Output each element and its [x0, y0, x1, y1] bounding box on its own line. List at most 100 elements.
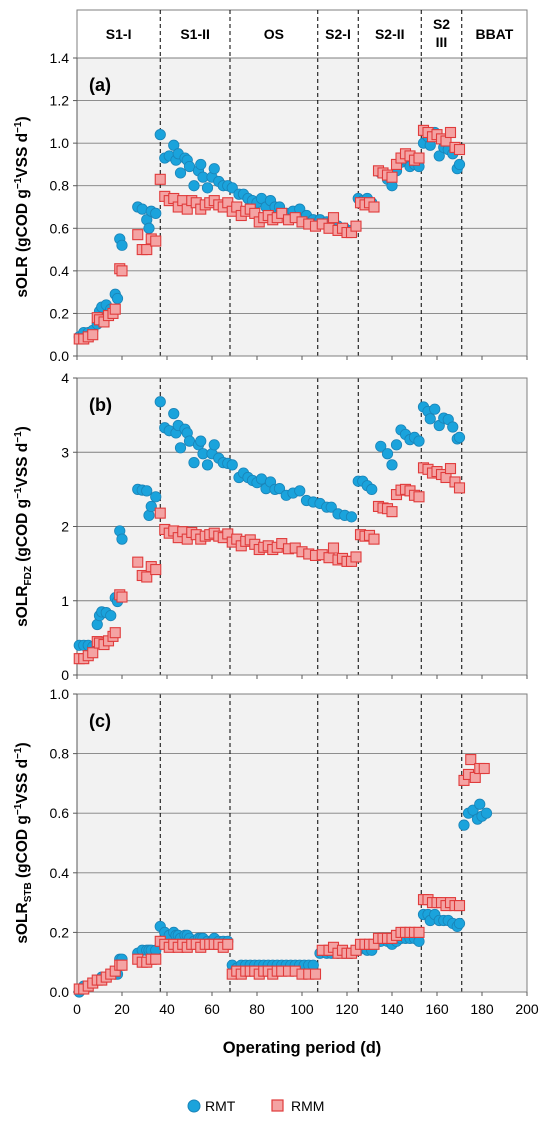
y-axis-title: sOLR (gCOD g−1VSS d−1)	[13, 116, 31, 297]
data-point-rmm	[444, 463, 457, 475]
data-point-rmt	[453, 917, 466, 930]
data-point-rmt	[116, 533, 128, 545]
data-point-rmt	[226, 182, 238, 194]
data-point-rmt	[188, 457, 200, 469]
data-point-rmt	[480, 807, 493, 819]
data-point-rmm	[453, 143, 466, 156]
x-tick-label: 100	[290, 1001, 314, 1017]
data-point-rmm	[327, 212, 340, 224]
data-point-rmt	[154, 396, 166, 408]
data-point-rmt	[174, 442, 187, 454]
y-tick-label: 0	[61, 667, 69, 683]
data-point-rmm	[368, 533, 380, 545]
x-tick-label: 180	[470, 1001, 494, 1017]
x-tick-label: 60	[204, 1001, 220, 1017]
data-point-rmt	[168, 408, 180, 420]
data-point-rmm	[386, 506, 398, 518]
data-point-rmt	[183, 160, 196, 173]
y-tick-label: 4	[61, 370, 69, 386]
y-tick-label: 0.8	[50, 746, 70, 762]
data-point-rmt	[195, 158, 207, 171]
data-point-rmm	[453, 900, 466, 912]
phase-label: S2-II	[375, 26, 405, 42]
phase-label: S2	[433, 16, 450, 32]
panel-label: (b)	[89, 395, 112, 415]
data-point-rmt	[111, 292, 124, 305]
phase-label: III	[436, 34, 448, 50]
data-point-rmm	[109, 303, 121, 315]
data-point-rmt	[474, 798, 486, 810]
y-axis-title: sOLRFDZ (gCOD g−1VSS d−1)	[13, 426, 34, 627]
data-point-rmt	[413, 435, 425, 447]
data-point-rmt	[201, 459, 214, 471]
y-tick-label: 0.4	[50, 263, 70, 279]
phase-header-box	[76, 9, 528, 59]
y-axis-title-superscript: −1	[13, 431, 24, 443]
data-point-rmm	[116, 959, 128, 971]
data-point-rmt	[325, 501, 337, 513]
data-point-rmm	[87, 647, 99, 659]
data-point-rmm	[413, 491, 425, 503]
data-point-rmm	[368, 201, 380, 213]
phase-label: S1-II	[180, 26, 210, 42]
data-point-rmm	[154, 173, 166, 185]
y-axis-title-main: sOLR (gCOD g	[14, 189, 31, 298]
data-point-rmm	[116, 265, 128, 277]
y-axis-title-text: (gCOD g	[14, 499, 31, 566]
data-point-rmt	[141, 485, 153, 497]
data-point-rmm	[87, 329, 99, 341]
x-axis: Operating period (d)	[223, 1039, 382, 1057]
legend-label-rmm: RMM	[291, 1098, 324, 1114]
data-point-rmt	[208, 163, 220, 175]
data-point-rmt	[294, 485, 306, 497]
legend-marker-rmm	[271, 1099, 284, 1112]
data-point-rmt	[195, 435, 207, 447]
y-axis-title-superscript: −1	[13, 803, 24, 815]
data-point-rmm	[444, 126, 457, 139]
data-point-rmt	[366, 483, 378, 495]
y-tick-label: 3	[61, 444, 69, 460]
data-point-rmt	[201, 182, 214, 194]
x-tick-label: 120	[335, 1001, 359, 1017]
y-axis-title-text: (gCOD g	[14, 815, 31, 882]
data-point-rmt	[381, 448, 394, 460]
data-point-rmt	[424, 413, 436, 425]
data-point-rmm	[150, 564, 162, 576]
legend: RMT RMM	[187, 1098, 324, 1114]
data-point-rmm	[109, 627, 121, 639]
data-point-rmt	[345, 511, 358, 523]
data-point-rmt	[429, 403, 441, 415]
data-point-rmm	[413, 926, 425, 938]
y-tick-label: 0.8	[50, 178, 70, 194]
y-tick-label: 1.2	[50, 93, 70, 109]
x-tick-label: 140	[380, 1001, 404, 1017]
x-tick-label: 0	[73, 1001, 81, 1017]
x-tick-label: 160	[425, 1001, 449, 1017]
y-axis-title-superscript: −1	[13, 121, 24, 133]
series-rmm	[73, 124, 466, 345]
data-point-rmm	[465, 754, 477, 766]
data-point-rmt	[154, 129, 166, 141]
y-tick-label: 1.0	[50, 686, 70, 702]
y-axis-title-subscript: STB	[23, 882, 34, 902]
data-point-rmt	[174, 167, 187, 179]
y-tick-label: 0.4	[50, 865, 70, 881]
phase-header: S1-I S1-II OS S2-I S2-II S2 III BBAT	[76, 9, 528, 59]
data-point-rmt	[145, 500, 157, 513]
x-tick-label: 40	[159, 1001, 175, 1017]
panel-label: (a)	[89, 75, 111, 95]
data-point-rmt	[453, 158, 466, 171]
data-point-rmt	[143, 222, 155, 234]
data-point-rmm	[413, 152, 425, 164]
data-point-rmt	[150, 491, 162, 503]
data-point-rmt	[105, 609, 117, 622]
data-point-rmt	[447, 421, 459, 433]
series-rmt	[73, 396, 466, 653]
phase-label: S2-I	[325, 26, 351, 42]
data-point-rmm	[350, 551, 362, 563]
y-axis-title-text: )	[14, 116, 31, 121]
y-axis-title-superscript: −1	[13, 177, 24, 189]
data-point-rmm	[222, 938, 234, 950]
phase-label: S1-I	[106, 26, 132, 42]
